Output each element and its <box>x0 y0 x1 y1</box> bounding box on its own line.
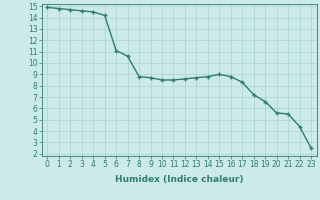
X-axis label: Humidex (Indice chaleur): Humidex (Indice chaleur) <box>115 175 244 184</box>
